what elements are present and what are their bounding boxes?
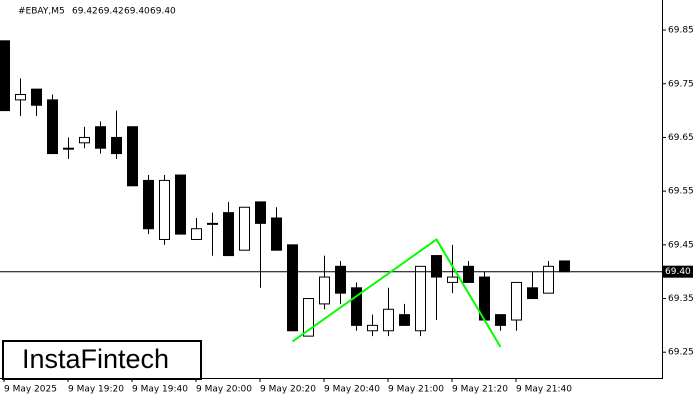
x-tick-label: 9 May 21:40 xyxy=(516,385,572,395)
price-label: 69.40 xyxy=(665,267,691,277)
x-tick-label: 9 May 21:20 xyxy=(452,385,508,395)
candle-body xyxy=(287,244,298,332)
candle-body xyxy=(63,147,74,150)
candle-body xyxy=(511,281,522,321)
x-tick-label: 9 May 2025 xyxy=(4,385,57,395)
candle-body xyxy=(15,94,26,101)
candle-body xyxy=(143,179,154,230)
y-tick-label: 69.45 xyxy=(668,240,694,250)
candle-body xyxy=(191,228,202,240)
x-tick-label: 9 May 21:00 xyxy=(388,385,444,395)
candle-body xyxy=(543,265,554,294)
x-tick-label: 9 May 19:40 xyxy=(132,385,188,395)
candle-body xyxy=(431,255,442,278)
y-tick-label: 69.75 xyxy=(668,79,694,89)
candle-body xyxy=(159,179,170,240)
pattern-line xyxy=(291,238,502,348)
candle-body xyxy=(111,136,122,155)
candle-body xyxy=(383,308,394,332)
candle-body xyxy=(79,136,90,144)
x-tick-label: 9 May 19:20 xyxy=(68,385,124,395)
y-tick-label: 69.65 xyxy=(668,133,694,143)
header-value: 69.40 xyxy=(150,7,176,17)
candle-body xyxy=(447,276,458,283)
y-tick-label: 69.55 xyxy=(668,187,694,197)
candle-body xyxy=(127,126,138,187)
x-tick-label: 9 May 20:00 xyxy=(196,385,252,395)
candle-body xyxy=(399,314,410,326)
candle-body xyxy=(559,260,570,273)
candle-body xyxy=(95,126,106,149)
candle-body xyxy=(47,99,58,155)
candle-body xyxy=(0,40,10,112)
candle-body xyxy=(463,265,474,283)
logo: InstaFintech xyxy=(22,344,169,374)
candle-body xyxy=(31,88,42,106)
candle-body xyxy=(271,217,282,251)
x-tick-label: 9 May 20:40 xyxy=(324,385,380,395)
symbol: #EBAY,M5 xyxy=(18,7,65,17)
x-tick-label: 9 May 20:20 xyxy=(260,385,316,395)
header-value: 69.42 xyxy=(72,7,98,17)
header-value: 69.40 xyxy=(124,7,150,17)
header-values: 69.42 69.42 69.40 69.40 xyxy=(72,7,176,17)
header-value: 69.42 xyxy=(98,7,124,17)
candle-body xyxy=(319,276,330,305)
candle-body xyxy=(495,314,506,326)
logo-box xyxy=(2,340,202,380)
candle-body xyxy=(239,206,250,251)
candle-body xyxy=(527,287,538,300)
candle-body xyxy=(415,265,426,332)
candle-body xyxy=(175,174,186,235)
candle-body xyxy=(351,287,362,326)
price-label-box xyxy=(663,265,693,278)
candle-body xyxy=(223,212,234,257)
candle-body xyxy=(207,222,218,225)
candle-body xyxy=(367,324,378,332)
candle-body xyxy=(335,265,346,294)
y-tick-label: 69.25 xyxy=(668,348,694,358)
y-tick-label: 69.35 xyxy=(668,294,694,304)
candle-body xyxy=(303,298,314,337)
y-tick-label: 69.85 xyxy=(668,26,694,36)
candle-body xyxy=(255,201,266,224)
